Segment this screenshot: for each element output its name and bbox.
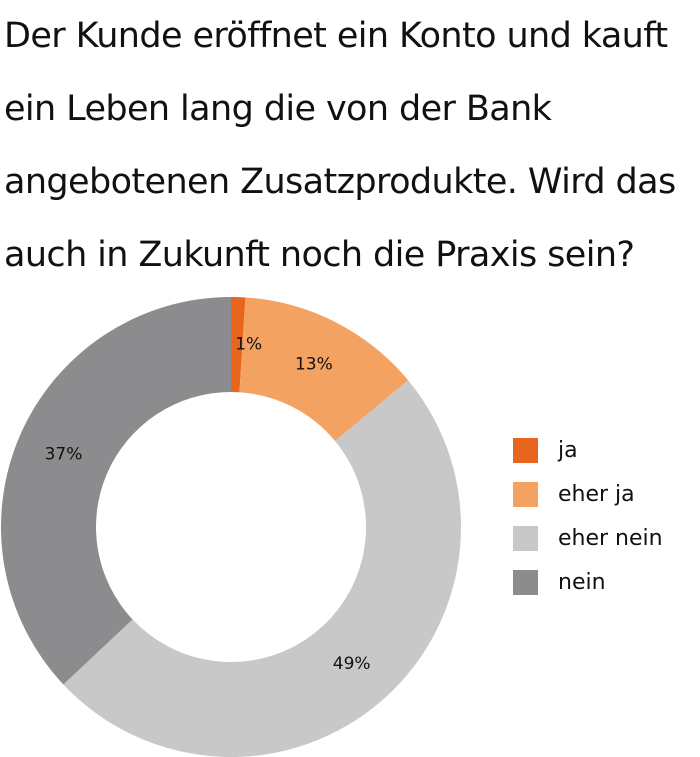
legend-item-eher-ja: eher ja: [513, 472, 663, 516]
title-line-1: Der Kunde eröffnet ein Konto und kauft: [4, 16, 668, 56]
legend-swatch-eher-ja: [513, 481, 538, 507]
chart-title: Der Kunde eröffnet ein Konto und kauft e…: [4, 0, 700, 292]
title-line-3: angebotenen Zusatzprodukte. Wird das: [4, 162, 676, 202]
value-label-eher-nein: 49%: [333, 654, 371, 674]
legend-label-nein: nein: [558, 569, 606, 595]
legend-swatch-eher-nein: [513, 525, 538, 551]
value-label-ja: 1%: [235, 335, 262, 355]
legend: ja eher ja eher nein nein: [513, 428, 663, 604]
slice-ja: [231, 297, 246, 393]
legend-item-eher-nein: eher nein: [513, 516, 663, 560]
donut-chart: 1% 13% 49% 37%: [1, 297, 461, 757]
legend-swatch-nein: [513, 569, 538, 595]
title-line-4: auch in Zukunft noch die Praxis sein?: [4, 235, 635, 275]
legend-label-eher-nein: eher nein: [558, 525, 663, 551]
slice-eher-ja: [239, 297, 409, 441]
title-line-2: ein Leben lang die von der Bank: [4, 89, 552, 129]
legend-label-eher-ja: eher ja: [558, 481, 635, 507]
legend-item-ja: ja: [513, 428, 663, 472]
legend-item-nein: nein: [513, 560, 663, 604]
slice-nein: [1, 297, 232, 685]
slice-eher-nein: [63, 380, 461, 757]
value-label-nein: 37%: [45, 445, 83, 465]
value-label-eher-ja: 13%: [295, 354, 333, 374]
legend-label-ja: ja: [558, 437, 578, 463]
legend-swatch-ja: [513, 437, 538, 463]
